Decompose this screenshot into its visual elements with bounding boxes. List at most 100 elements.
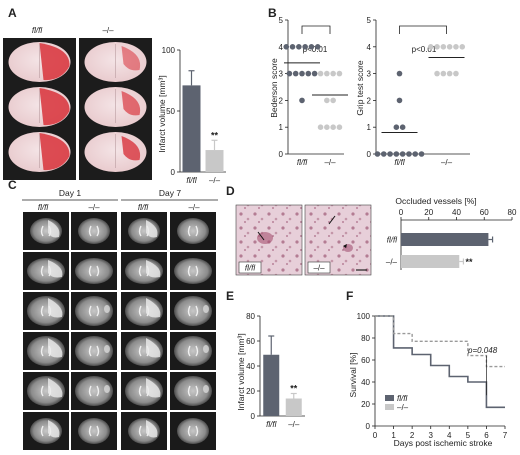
x-tick-label: 80 — [508, 208, 517, 217]
mri-slice — [174, 376, 212, 406]
mri-slice — [78, 218, 110, 244]
survival-curve-0 — [375, 315, 505, 409]
significance-bracket — [301, 25, 331, 34]
data-point — [311, 70, 318, 77]
lesion — [146, 260, 161, 278]
title-D: Occluded vessels [%] — [395, 196, 476, 206]
y-tick-label: 0 — [367, 150, 372, 159]
y-tick-label: 2 — [367, 96, 372, 105]
x-tick-label: 7 — [503, 431, 508, 440]
data-point — [314, 44, 321, 50]
mri-slice — [75, 296, 113, 326]
ventricle — [88, 225, 100, 237]
lesion — [146, 298, 161, 318]
data-point — [412, 151, 419, 157]
mri-grid-C: Day 1 Day 7 fl/fl –/– fl/fl –/– — [22, 188, 218, 450]
lesion — [48, 338, 63, 358]
data-point — [406, 151, 412, 157]
data-point — [393, 151, 400, 157]
panel-label-B: B — [268, 6, 277, 20]
ylabel-B2: Grip test score — [355, 60, 365, 116]
x-tick-label: 1 — [391, 431, 396, 440]
significance-mark: ** — [290, 384, 298, 394]
y-tick-label: 2 — [279, 96, 284, 105]
y-tick-label: 0 — [279, 150, 284, 159]
lesion — [104, 385, 110, 393]
significance-mark: ** — [465, 257, 473, 267]
mri-slice — [174, 296, 212, 326]
pvalue-B2: p<0.01 — [412, 45, 437, 54]
chart-F: Survival [%] Days post ischemic stroke p… — [348, 312, 508, 448]
infarct-area — [39, 43, 70, 81]
data-point — [317, 70, 324, 77]
ventricle — [187, 305, 199, 317]
data-point — [387, 151, 393, 157]
brain-slices-A: fl/fl –/– — [3, 26, 152, 180]
label-ko-A: –/– — [102, 26, 114, 35]
data-point — [399, 124, 406, 130]
data-point — [380, 151, 387, 157]
ventricle — [187, 265, 199, 277]
infarct-area — [121, 91, 141, 116]
y-tick-label: 5 — [279, 16, 284, 25]
lesion — [146, 220, 158, 238]
ylabel-A: Infarct volume [mm³] — [157, 75, 167, 152]
data-point — [459, 44, 466, 50]
data-point — [289, 44, 296, 50]
y-tick-label: 80 — [246, 312, 255, 321]
ventricle — [88, 425, 100, 437]
bar — [285, 398, 302, 416]
x-tick-label: 6 — [484, 431, 489, 440]
category-label: –/– — [441, 158, 453, 167]
y-tick-label: 20 — [246, 387, 255, 396]
panel-label-E: E — [226, 289, 234, 303]
y-tick-label: 20 — [361, 400, 370, 409]
category-label: –/– — [324, 158, 336, 167]
legend-swatch-ko — [385, 404, 394, 410]
category-label: –/– — [288, 420, 300, 429]
lesion — [203, 345, 209, 353]
infarct-area — [39, 88, 70, 126]
ventricle — [88, 345, 100, 357]
ventricle — [88, 305, 100, 317]
data-point — [330, 124, 336, 130]
lesion — [48, 298, 63, 318]
label-flfl-D-img: fl/fl — [245, 264, 255, 273]
data-point — [324, 124, 330, 130]
label-ko-C1: –/– — [88, 203, 100, 212]
data-point — [399, 151, 406, 157]
mri-slice — [174, 258, 212, 284]
data-point — [286, 70, 293, 77]
lesion — [146, 378, 161, 398]
data-point — [317, 124, 324, 130]
infarct-area — [121, 46, 141, 71]
mri-slice — [177, 218, 209, 244]
lesion — [104, 345, 110, 353]
legend-swatch-flfl — [385, 395, 394, 401]
bar — [205, 150, 224, 172]
panel-label-F: F — [346, 289, 353, 303]
y-tick-label: 0 — [171, 168, 176, 177]
panel-label-A: A — [8, 6, 17, 20]
data-point — [292, 70, 299, 77]
lesion — [146, 420, 158, 438]
lesion — [203, 305, 209, 313]
pvalue-F: p=0.048 — [467, 346, 498, 355]
ventricle — [187, 345, 199, 357]
y-tick-label: 40 — [361, 378, 370, 387]
ventricle — [88, 265, 100, 277]
category-label: fl/fl — [186, 176, 196, 185]
x-tick-label: 3 — [428, 431, 433, 440]
bar — [182, 85, 201, 172]
lesion — [48, 420, 60, 438]
data-point — [330, 70, 336, 77]
y-tick-label: 4 — [367, 43, 372, 52]
lesion — [48, 220, 60, 238]
x-tick-label: 4 — [447, 431, 452, 440]
y-tick-label: 4 — [279, 43, 284, 52]
y-tick-label: 80 — [361, 334, 370, 343]
data-point — [440, 44, 447, 50]
label-ko-C2: –/– — [188, 203, 200, 212]
ventricle — [187, 225, 199, 237]
